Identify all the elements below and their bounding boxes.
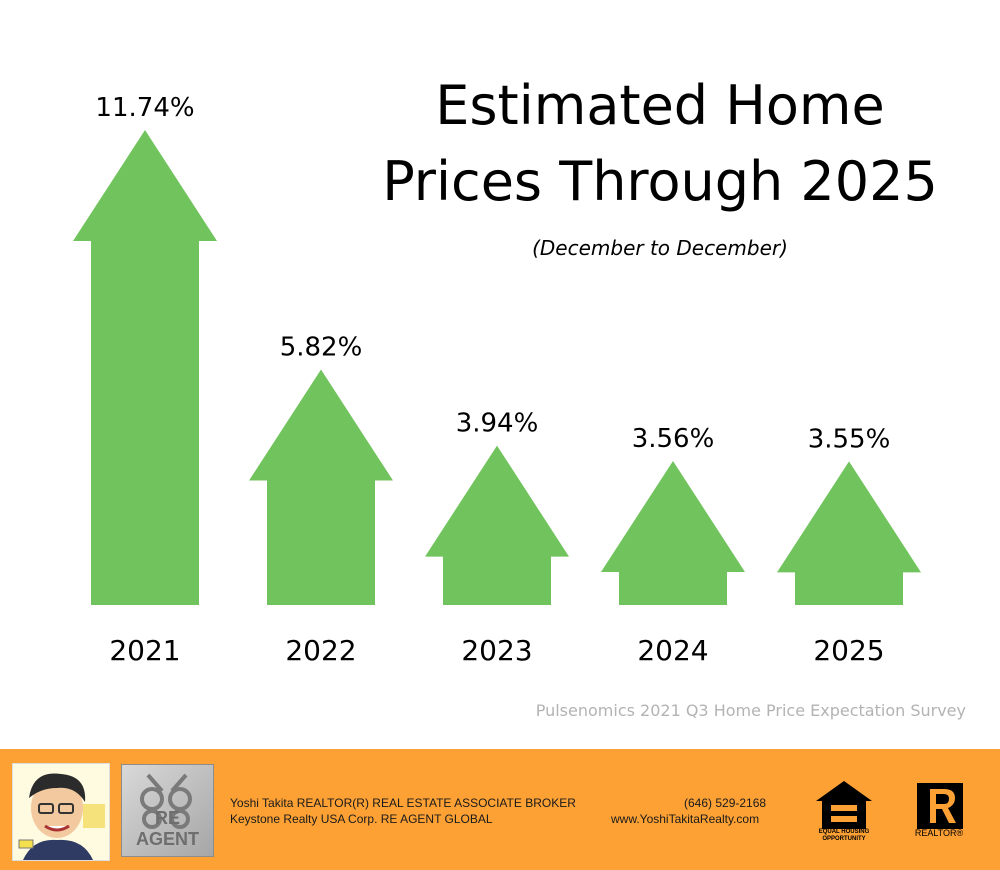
agent-footer: RE AGENT Yoshi Takita REALTOR(R) REAL ES… [0, 749, 1000, 870]
chart-title-line2: Prices Through 2025 [382, 150, 938, 213]
arrow-bar-2025 [777, 461, 921, 605]
arrow-bar-2023 [425, 445, 569, 605]
agent-name: Yoshi Takita REALTOR(R) REAL ESTATE ASSO… [230, 796, 576, 810]
value-label-2022: 5.82% [280, 333, 363, 363]
arrow-bar-2021 [73, 130, 217, 605]
category-label-2022: 2022 [285, 634, 356, 667]
category-label-2023: 2023 [461, 634, 532, 667]
chart-title-line1: Estimated Home [435, 74, 885, 137]
arrow-bar-2024 [601, 460, 745, 605]
category-label-2021: 2021 [109, 634, 180, 667]
equal-housing-text: EQUAL HOUSING OPPORTUNITY [818, 829, 870, 842]
agent-company: Keystone Realty USA Corp. RE AGENT GLOBA… [230, 812, 493, 826]
chart-subtitle: (December to December) [532, 236, 788, 260]
agent-caricature [12, 763, 110, 861]
value-label-2021: 11.74% [95, 93, 194, 123]
value-label-2025: 3.55% [808, 424, 891, 454]
value-label-2024: 3.56% [632, 424, 715, 454]
chart-title: Estimated Home Prices Through 2025 [360, 68, 960, 220]
agent-phone: (646) 529-2168 [684, 796, 767, 810]
category-label-2025: 2025 [813, 634, 884, 667]
category-label-2024: 2024 [637, 634, 708, 667]
realtor-logo-icon [917, 783, 963, 829]
value-label-2023: 3.94% [456, 409, 539, 439]
re-agent-logo: RE AGENT [121, 764, 214, 857]
realtor-text: REALTOR® [914, 828, 964, 838]
arrow-bar-2022 [249, 369, 393, 605]
equal-housing-icon [816, 781, 872, 829]
agent-website: www.YoshiTakitaRealty.com [611, 812, 760, 826]
bar-chart: 11.74% 2021 5.82% 2022 3.94% 2023 3.56% 2024 3.5… [73, 93, 921, 667]
re-agent-logo-text: RE AGENT [136, 808, 199, 849]
source-note: Pulsenomics 2021 Q3 Home Price Expectati… [535, 701, 966, 720]
